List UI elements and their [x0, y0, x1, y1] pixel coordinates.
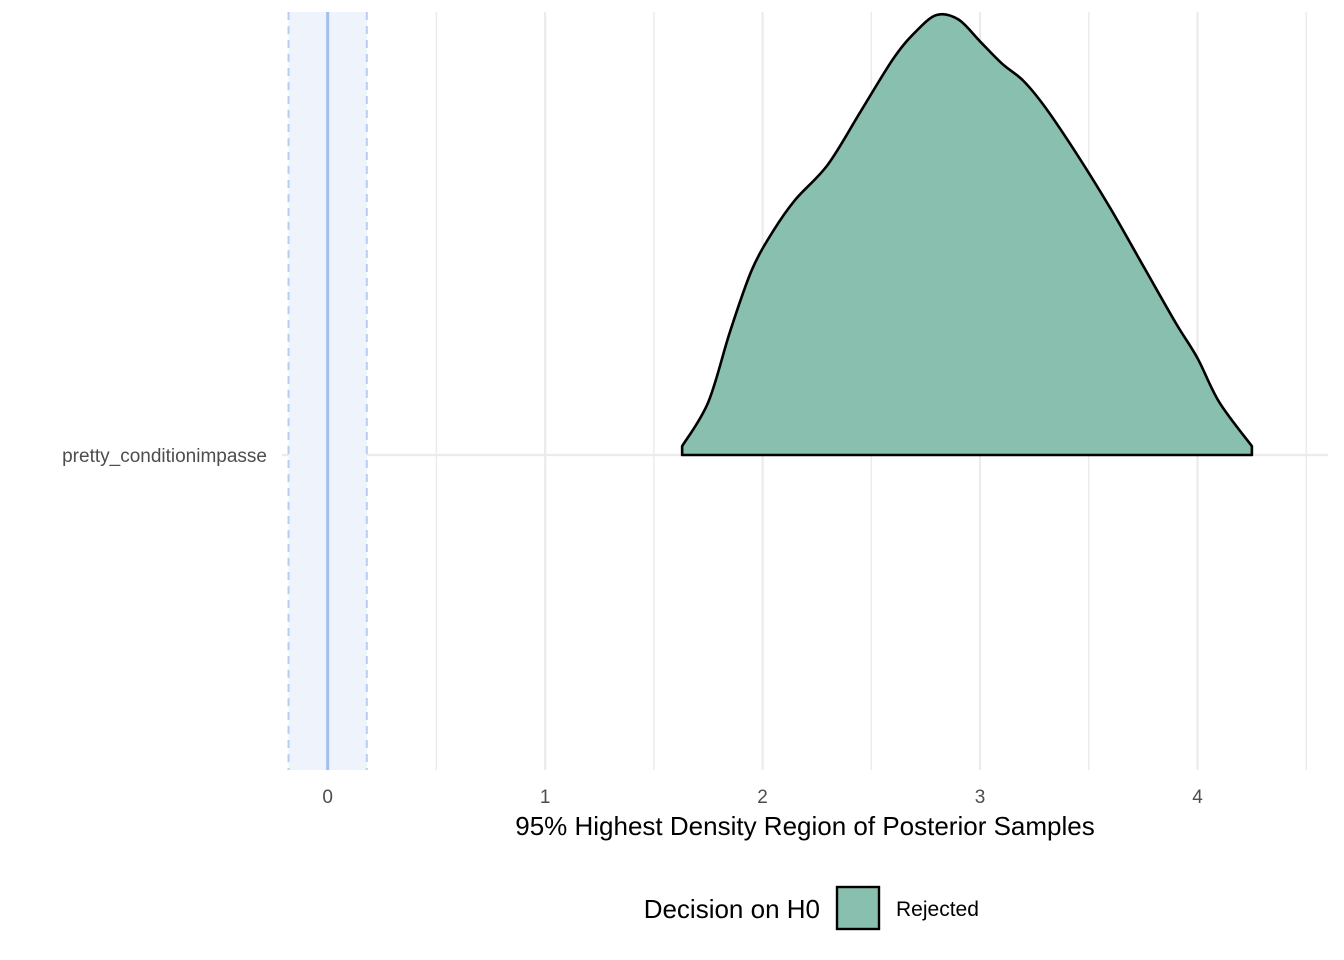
x-tick-label: 3: [975, 787, 986, 808]
x-tick-label: 2: [757, 787, 768, 808]
legend: Decision on H0 Rejected: [644, 885, 979, 931]
x-axis-title: 95% Highest Density Region of Posterior …: [515, 811, 1095, 841]
x-tick-labels: 0 1 2 3 4: [322, 787, 1203, 808]
legend-key-rejected: [835, 885, 881, 931]
density-ridge-0: [680, 12, 1254, 457]
x-tick-label: 1: [540, 787, 551, 808]
legend-label-rejected: Rejected: [896, 898, 979, 921]
x-tick-label: 0: [322, 787, 333, 808]
x-tick-label: 4: [1192, 787, 1203, 808]
y-tick-labels: pretty_conditionimpasse: [62, 446, 267, 467]
density-ridges: [680, 12, 1254, 457]
legend-title: Decision on H0: [644, 894, 820, 924]
y-tick-label: pretty_conditionimpasse: [62, 446, 267, 467]
